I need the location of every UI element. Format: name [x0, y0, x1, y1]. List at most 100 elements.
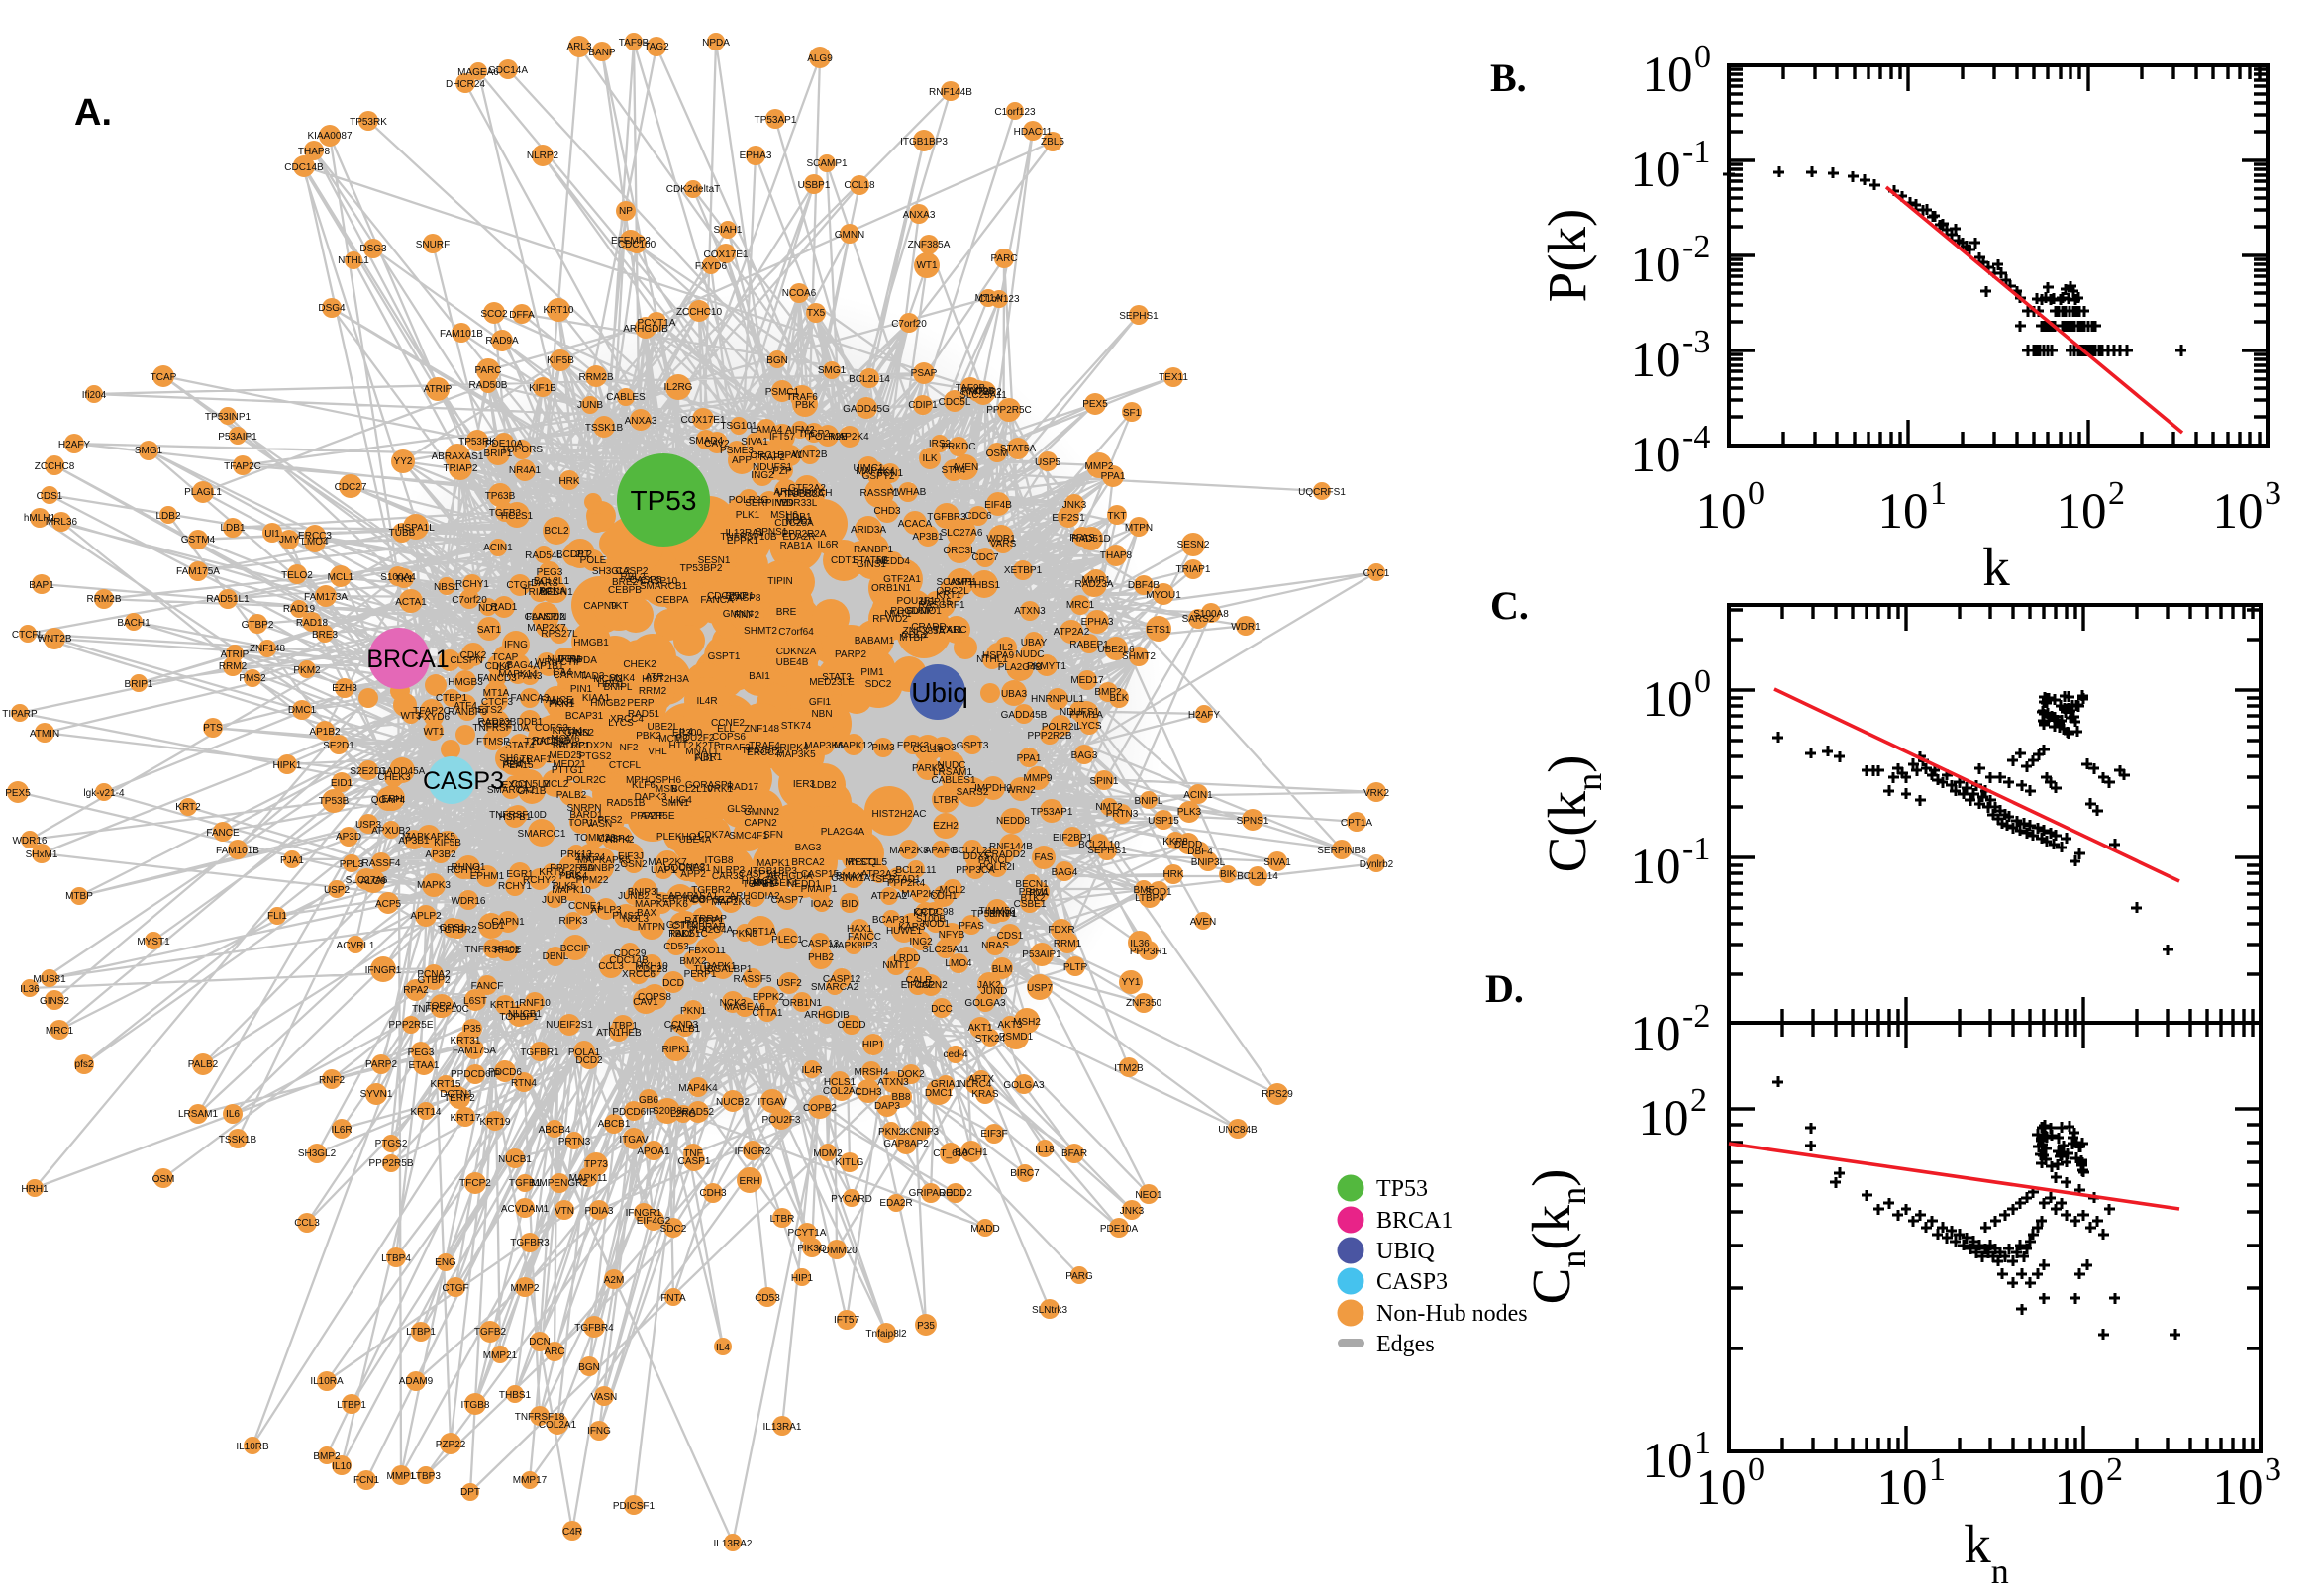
svg-text:RPA1: RPA1 — [777, 450, 803, 461]
svg-text:HMGB2: HMGB2 — [590, 698, 626, 709]
svg-text:MPHOSPH6: MPHOSPH6 — [626, 775, 682, 786]
svg-text:KIF5B: KIF5B — [434, 838, 461, 848]
svg-text:BGN: BGN — [578, 1362, 600, 1373]
svg-text:JUNB2: JUNB2 — [618, 891, 650, 902]
svg-text:YY1: YY1 — [1122, 977, 1141, 988]
svg-text:PPDCD6IP: PPDCD6IP — [451, 1069, 500, 1080]
svg-text:MRSH4: MRSH4 — [854, 1067, 888, 1078]
svg-text:NBS1: NBS1 — [434, 582, 460, 593]
svg-text:TIMM50: TIMM50 — [979, 906, 1016, 917]
svg-text:USP15: USP15 — [920, 597, 952, 608]
svg-text:STK24: STK24 — [975, 1034, 1006, 1045]
svg-text:PFAS: PFAS — [1069, 533, 1095, 544]
svg-text:RIPK4: RIPK4 — [780, 743, 809, 753]
svg-text:MTPN: MTPN — [638, 922, 665, 933]
svg-text:TOPB1: TOPB1 — [743, 879, 775, 890]
svg-text:IFNG: IFNG — [504, 640, 528, 650]
svg-text:GOLGA3: GOLGA3 — [1003, 1080, 1045, 1091]
svg-text:GADD45A: GADD45A — [379, 766, 426, 777]
svg-text:IL6R: IL6R — [331, 1125, 352, 1136]
svg-text:AKT3: AKT3 — [997, 1020, 1022, 1031]
svg-text:EPPK3: EPPK3 — [897, 741, 930, 751]
svg-text:LMO4: LMO4 — [945, 958, 972, 969]
svg-text:10: 10 — [1643, 672, 1693, 728]
svg-text:ARHGDIB: ARHGDIB — [804, 1010, 850, 1021]
svg-text:WT3: WT3 — [400, 711, 422, 722]
svg-text:RAD52: RAD52 — [682, 1107, 715, 1118]
svg-text:ELL: ELL — [717, 724, 735, 735]
svg-text:COPB2: COPB2 — [803, 1103, 837, 1114]
svg-text:TEX11: TEX11 — [1159, 372, 1188, 383]
svg-text:MYST1: MYST1 — [845, 857, 878, 868]
svg-text:SERPINB8: SERPINB8 — [656, 894, 705, 905]
svg-text:CASP3: CASP3 — [423, 767, 504, 795]
svg-text:PKN1: PKN1 — [680, 1006, 707, 1017]
svg-text:IL2: IL2 — [999, 643, 1013, 653]
svg-text:T2DC25C: T2DC25C — [525, 737, 568, 748]
svg-text:GDC14A: GDC14A — [488, 65, 528, 76]
svg-text:BCL2L1: BCL2L1 — [534, 576, 570, 587]
svg-text:USBP1: USBP1 — [798, 180, 831, 191]
svg-text:Non-Hub nodes: Non-Hub nodes — [1376, 1301, 1528, 1327]
svg-text:SIAH1: SIAH1 — [714, 225, 743, 236]
svg-text:EIF3F: EIF3F — [980, 1129, 1007, 1140]
svg-text:NPDA: NPDA — [702, 38, 730, 49]
svg-text:DBF4B: DBF4B — [1128, 580, 1161, 591]
svg-text:10: 10 — [2057, 484, 2107, 540]
svg-text:IL6: IL6 — [496, 662, 510, 673]
svg-text:CDC2: CDC2 — [901, 630, 929, 641]
svg-text:RNF10: RNF10 — [519, 998, 551, 1009]
svg-text:BAX: BAX — [637, 908, 656, 919]
svg-text:ATXN3: ATXN3 — [1014, 606, 1046, 617]
svg-text:MMP2: MMP2 — [1085, 461, 1114, 472]
svg-text:PSME3: PSME3 — [720, 446, 754, 456]
svg-text:CTCF3: CTCF3 — [481, 697, 514, 708]
svg-text:ACVDAM1: ACVDAM1 — [501, 1204, 550, 1215]
svg-text:A2M: A2M — [503, 759, 524, 770]
svg-text:NRAS: NRAS — [981, 941, 1009, 951]
svg-text:PCYT1A: PCYT1A — [788, 1228, 827, 1239]
svg-text:NTHL1: NTHL1 — [338, 255, 369, 266]
svg-text:SMG1: SMG1 — [135, 446, 163, 456]
svg-text:BGN: BGN — [766, 355, 788, 366]
svg-text:USP3: USP3 — [355, 820, 382, 831]
svg-text:EIF2BP1: EIF2BP1 — [1053, 833, 1092, 844]
svg-text:IL10RB: IL10RB — [236, 1442, 269, 1452]
svg-text:ITM2B: ITM2B — [1114, 1063, 1144, 1074]
svg-text:RRM2B: RRM2B — [578, 372, 613, 383]
svg-text:PLA2G4A: PLA2G4A — [689, 925, 734, 936]
svg-text:ARHGDIA: ARHGDIA — [767, 871, 813, 882]
svg-text:TP53AP1: TP53AP1 — [755, 115, 797, 126]
svg-text:UBA3: UBA3 — [1001, 689, 1028, 700]
svg-text:BRE3: BRE3 — [312, 630, 339, 641]
svg-text:HCLS1: HCLS1 — [824, 1077, 857, 1088]
svg-text:ZNF148: ZNF148 — [744, 724, 780, 735]
svg-text:HMGB1: HMGB1 — [573, 638, 609, 648]
svg-text:lgk-v21-4: lgk-v21-4 — [83, 788, 125, 799]
svg-text:PKN1: PKN1 — [549, 699, 575, 710]
svg-text:APOA1: APOA1 — [637, 1147, 670, 1157]
svg-text:IFT57: IFT57 — [834, 1315, 860, 1326]
svg-text:SMAD4: SMAD4 — [689, 436, 724, 447]
svg-text:CD53: CD53 — [663, 942, 689, 952]
svg-text:BIK: BIK — [565, 870, 581, 881]
svg-text:BCL2L14: BCL2L14 — [1237, 871, 1278, 882]
svg-text:CTTA1: CTTA1 — [753, 1008, 783, 1019]
svg-text:ADAM9: ADAM9 — [399, 1376, 434, 1387]
svg-text:FAS: FAS — [1035, 852, 1054, 863]
svg-text:UBAY: UBAY — [1021, 638, 1048, 648]
svg-text:ARL3: ARL3 — [773, 487, 798, 498]
svg-text:GSPT3: GSPT3 — [957, 741, 989, 751]
svg-text:ORC3L: ORC3L — [943, 546, 976, 556]
svg-text:AP4PASA1: AP4PASA1 — [668, 891, 719, 902]
svg-text:DDB1: DDB1 — [517, 717, 544, 728]
svg-text:P53AIP1: P53AIP1 — [218, 432, 257, 443]
svg-text:0: 0 — [1748, 1451, 1765, 1488]
svg-text:LRSAM1: LRSAM1 — [933, 767, 972, 778]
svg-text:SAT1: SAT1 — [477, 625, 502, 636]
svg-text:PDE10A: PDE10A — [485, 439, 524, 449]
svg-text:AP3B1: AP3B1 — [398, 836, 430, 847]
svg-text:CEBPZ: CEBPZ — [478, 719, 511, 730]
svg-text:DBF4: DBF4 — [1187, 847, 1213, 857]
svg-text:C7orf64: C7orf64 — [778, 627, 814, 638]
